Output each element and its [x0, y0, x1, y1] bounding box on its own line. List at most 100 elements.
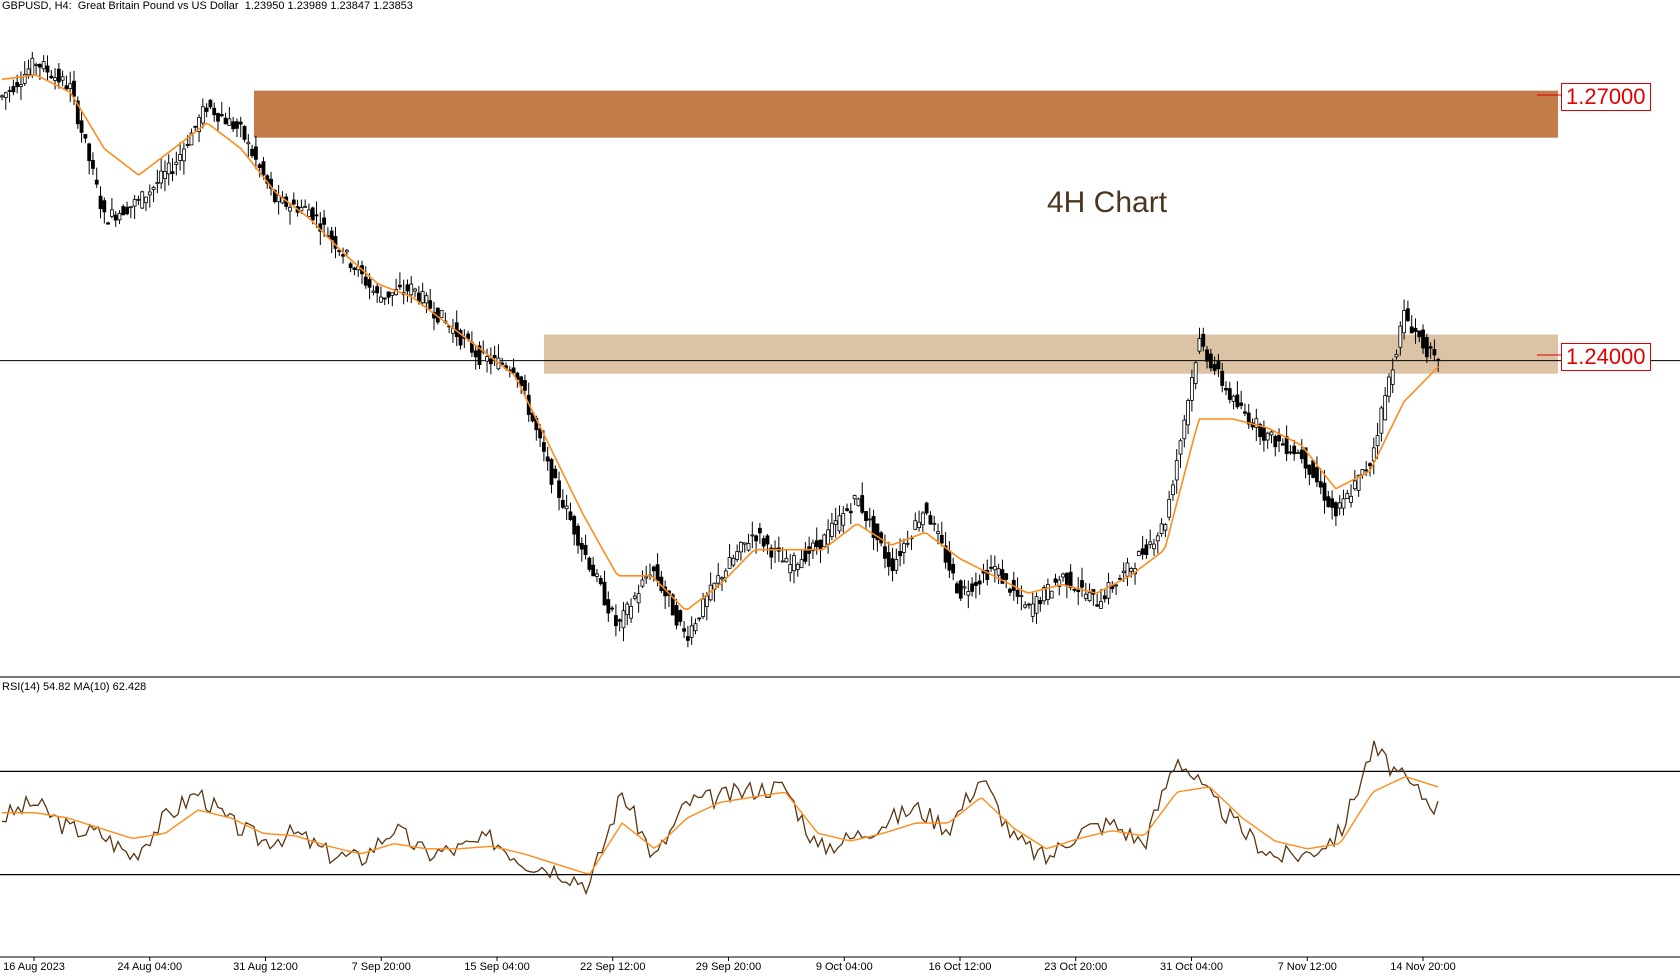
candle-body [519, 376, 524, 387]
candle-body [68, 83, 73, 90]
candle-body [818, 539, 823, 551]
candle-body [939, 534, 944, 544]
candle-body [1398, 325, 1403, 348]
candle-body [1288, 451, 1293, 454]
candle-body [1212, 364, 1217, 371]
candle-body [932, 522, 937, 525]
candle-body [204, 107, 209, 112]
candle-body [439, 309, 444, 318]
candle-body [697, 617, 702, 620]
candle-body [757, 527, 762, 534]
candle-body [769, 547, 774, 558]
candle-body [147, 191, 152, 196]
candle-body [303, 205, 308, 208]
candle-body [1042, 587, 1047, 602]
candle-body [1061, 573, 1065, 578]
candle-body [363, 276, 368, 286]
candle-body [1345, 493, 1350, 500]
candle-body [1057, 579, 1062, 587]
candle-body [174, 161, 179, 165]
candle-body [917, 521, 921, 528]
candle-body [1136, 551, 1141, 557]
candle-body [1205, 349, 1209, 362]
level-tag-1.24: 1.24000 [1561, 343, 1651, 371]
candle-body [1424, 337, 1429, 358]
candle-body [246, 141, 251, 145]
candle-body [761, 538, 766, 547]
candle-body [523, 380, 527, 391]
candle-body [1265, 432, 1270, 441]
candle-body [397, 284, 402, 288]
candle-body [488, 358, 493, 365]
candle-body [583, 544, 588, 556]
candle-body [1224, 387, 1228, 391]
candle-body [958, 580, 963, 599]
candle-body [424, 295, 429, 304]
candle-body [560, 499, 565, 508]
candle-body [1114, 584, 1119, 587]
candle-body [716, 575, 721, 584]
candle-body [1148, 541, 1153, 545]
candle-body [985, 569, 990, 581]
candle-body [477, 345, 482, 365]
level-tag-1.27: 1.27000 [1561, 83, 1651, 111]
candle-body [200, 106, 205, 124]
candle-body [1027, 603, 1031, 606]
candle-body [98, 195, 103, 210]
candle-body [587, 557, 592, 570]
candle-body [1235, 394, 1240, 408]
candle-body [1053, 578, 1058, 583]
candle-body [386, 291, 391, 298]
symbol-ohlc-header: GBPUSD, H4: Great Britain Pound vs US Do… [2, 0, 413, 12]
candle-body [216, 113, 220, 122]
candle-body [1292, 445, 1297, 455]
candle-body [1341, 498, 1346, 509]
candle-body [1390, 369, 1395, 385]
x-tick-label: 29 Sep 20:00 [695, 961, 762, 973]
x-tick-label: 23 Oct 20:00 [1044, 961, 1108, 973]
candle-body [901, 543, 906, 553]
candle-body [894, 559, 899, 571]
upper-resistance-zone [254, 90, 1558, 138]
candle-body [140, 191, 145, 209]
candle-body [511, 367, 516, 374]
candle-body [1197, 338, 1202, 352]
candle-body [1432, 349, 1437, 356]
candle-body [7, 90, 12, 92]
candle-body [178, 154, 183, 161]
candle-body [1352, 480, 1357, 490]
candle-body [890, 558, 895, 572]
x-tick-label: 31 Oct 04:00 [1160, 961, 1223, 973]
candles-layer [0, 52, 1441, 648]
candle-body [799, 559, 804, 569]
candle-body [742, 542, 747, 545]
candle-body [79, 120, 84, 133]
candle-body [704, 595, 709, 608]
candle-body [621, 610, 626, 629]
candle-body [829, 522, 834, 537]
candle-body [102, 200, 107, 213]
candle-body [780, 560, 785, 563]
x-tick-label: 16 Aug 2023 [3, 961, 65, 973]
candle-body [977, 580, 982, 585]
candle-body [64, 85, 69, 90]
candle-body [288, 206, 292, 212]
candle-body [636, 593, 641, 604]
candle-body [19, 84, 23, 87]
candle-body [352, 267, 357, 270]
candle-body [996, 568, 1001, 576]
candle-body [788, 564, 793, 574]
candle-body [219, 114, 224, 117]
candle-body [1409, 326, 1414, 334]
candle-body [689, 625, 694, 638]
rsi-panel [0, 740, 1680, 896]
candle-body [238, 121, 243, 125]
candle-body [784, 557, 789, 563]
candle-body [629, 606, 633, 619]
x-tick-label: 16 Oct 12:00 [928, 961, 992, 973]
candle-body [1106, 582, 1111, 599]
candle-body [651, 566, 656, 572]
rsi-ma-line [2, 776, 1439, 875]
candle-body [746, 543, 751, 551]
